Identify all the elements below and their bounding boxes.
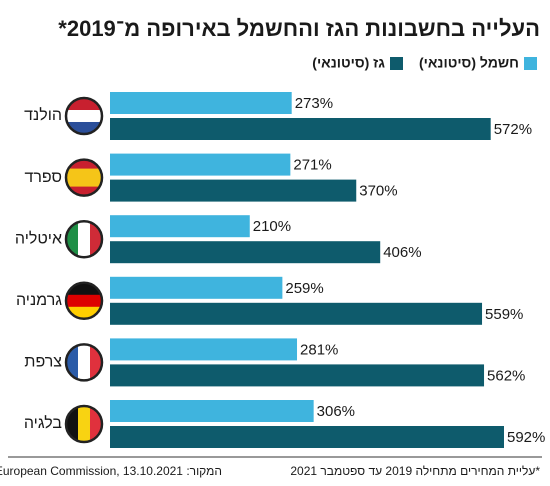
legend-swatch: [524, 57, 537, 70]
bar: [110, 153, 291, 176]
flag-stripe: [66, 294, 102, 308]
value-label: 572%: [494, 121, 532, 138]
bar: [110, 215, 250, 238]
value-label: 306%: [317, 403, 355, 420]
chart-title: העלייה בחשבונות הגז והחשמל באירופה מ־201…: [58, 16, 540, 41]
flag-stripe: [66, 110, 102, 123]
source: המקור: European Commission, 13.10.2021: [0, 464, 222, 478]
legend-label: חשמל (סיטונאי): [419, 55, 519, 71]
flag-border: [64, 281, 104, 321]
legend-label: גז (סיטונאי): [312, 55, 385, 71]
bar: [110, 276, 283, 299]
value-label: 592%: [507, 429, 545, 446]
flag-border: [64, 158, 104, 197]
value-label: 210%: [253, 218, 291, 235]
flag-border: [64, 96, 104, 136]
bar: [110, 364, 485, 387]
legend-swatch: [390, 57, 403, 70]
bar: [110, 241, 381, 264]
value-label: 559%: [485, 306, 523, 323]
category-label: בלגיה: [24, 414, 63, 432]
flag-border: [64, 404, 104, 444]
flag-stripe: [66, 186, 102, 196]
flag-stripe: [66, 168, 102, 188]
category-label: הולנד: [24, 106, 62, 124]
value-label: 406%: [383, 244, 421, 261]
category-label: גרמניה: [16, 292, 62, 309]
bar: [110, 426, 504, 448]
footnote: *עליית המחירים מתחילה 2019 עד ספטמבר 202…: [290, 464, 540, 478]
bar: [110, 338, 298, 361]
flag-stripe: [78, 221, 91, 258]
flag: [66, 159, 102, 196]
flag-border: [64, 343, 104, 382]
bar: [110, 92, 292, 114]
value-label: 370%: [359, 183, 397, 200]
flag-border: [64, 219, 104, 259]
value-label: 259%: [285, 280, 323, 297]
value-label: 273%: [295, 95, 333, 112]
category-label: ספרד: [24, 169, 62, 186]
flag: [66, 221, 102, 258]
bar: [110, 400, 314, 422]
bar: [110, 179, 357, 202]
value-label: 271%: [293, 157, 331, 174]
value-label: 562%: [487, 367, 525, 384]
flag-stripe: [78, 406, 91, 442]
category-label: איטליה: [15, 229, 62, 247]
bar: [110, 118, 491, 140]
value-label: 281%: [300, 341, 338, 358]
flag-stripe: [66, 159, 102, 170]
category-label: צרפת: [24, 354, 62, 371]
flag-stripe: [78, 344, 91, 381]
bar: [110, 302, 483, 325]
